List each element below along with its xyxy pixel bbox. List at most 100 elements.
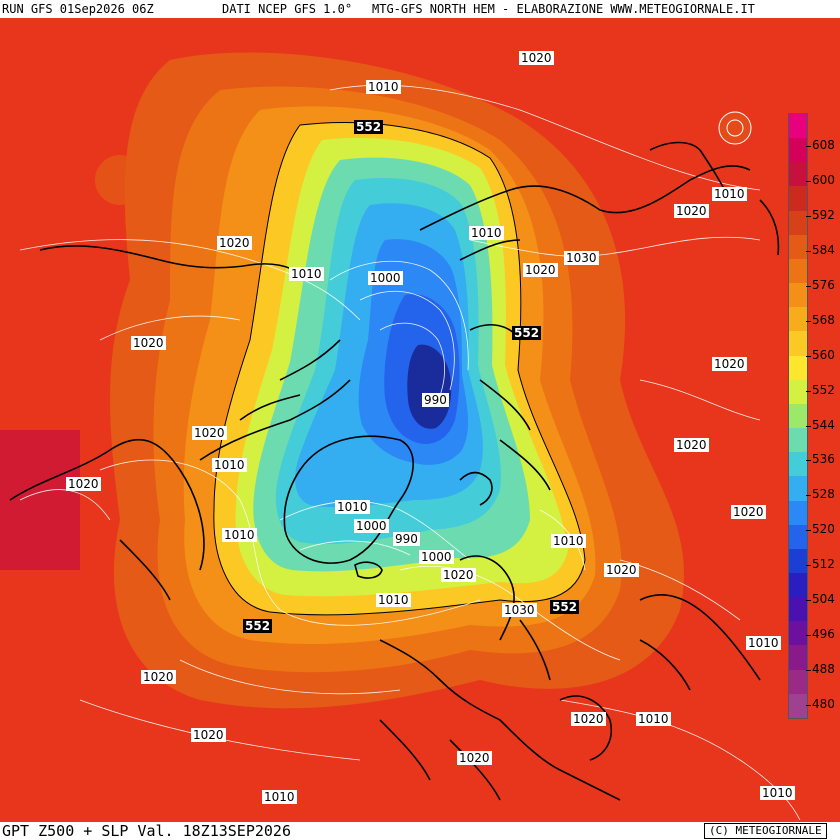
legend-tick-label: 520 <box>812 522 835 537</box>
slp-label: 1010 <box>551 534 586 548</box>
isobar <box>279 500 471 561</box>
isobar <box>639 379 761 421</box>
canadian-archipelago <box>199 339 351 461</box>
legend-swatch <box>789 548 807 573</box>
slp-label: 990 <box>422 393 449 407</box>
height-label-552: 552 <box>550 600 580 614</box>
footer-bar: GPT Z500 + SLP Val. 18Z13SEP2026 (C) MET… <box>0 822 840 840</box>
legend-swatch <box>789 428 807 453</box>
legend-tick-mark <box>806 285 811 287</box>
height-field <box>110 52 685 709</box>
legend-tick-label: 504 <box>812 592 835 607</box>
contour-552 <box>213 122 586 616</box>
band-496 <box>407 344 452 429</box>
run-label: RUN GFS 01Sep2026 06Z <box>2 2 154 16</box>
slp-label: 1000 <box>368 271 403 285</box>
warm-spot <box>95 155 145 205</box>
slp-label: 1010 <box>376 593 411 607</box>
slp-label: 1020 <box>604 563 639 577</box>
legend-swatch <box>789 331 807 356</box>
slp-label: 1030 <box>564 251 599 265</box>
legend-tick-mark <box>806 600 811 602</box>
slp-label: 1010 <box>746 636 781 650</box>
isobar <box>99 315 241 341</box>
height-label-552: 552 <box>354 120 384 134</box>
slp-label: 1020 <box>66 477 101 491</box>
alaska-coast <box>39 245 301 276</box>
slp-label: 1020 <box>519 51 554 65</box>
slp-label: 1010 <box>469 226 504 240</box>
slp-label: 1010 <box>289 267 324 281</box>
legend-swatch <box>789 258 807 284</box>
legend-swatch <box>789 355 807 380</box>
legend-swatch <box>789 597 807 622</box>
slp-label: 1000 <box>419 550 454 564</box>
slp-label: 1010 <box>262 790 297 804</box>
slp-label: 1000 <box>354 519 389 533</box>
slp-label: 1010 <box>335 500 370 514</box>
legend-swatch <box>789 645 807 670</box>
slp-label: 1010 <box>636 712 671 726</box>
source-label: DATI NCEP GFS 1.0° <box>222 2 353 16</box>
legend-swatch <box>789 693 807 718</box>
iceland-coast <box>354 561 383 579</box>
slp-label: 1020 <box>731 505 766 519</box>
legend-swatch <box>789 572 807 598</box>
height-label-552: 552 <box>512 326 542 340</box>
isobar <box>329 260 469 371</box>
header-bar: RUN GFS 01Sep2026 06Z DATI NCEP GFS 1.0°… <box>0 0 840 18</box>
slp-label: 1010 <box>222 528 257 542</box>
slp-label: 990 <box>393 532 420 546</box>
legend-swatch <box>789 500 807 525</box>
north-america-coast <box>9 438 205 601</box>
legend-swatch <box>789 234 807 259</box>
legend-tick-label: 496 <box>812 627 835 642</box>
legend-swatch <box>789 283 807 308</box>
height-label-552: 552 <box>243 619 273 633</box>
legend-swatch <box>789 621 807 646</box>
asia-interior-coast <box>639 594 761 681</box>
isobar <box>99 459 481 626</box>
slp-label: 1010 <box>366 80 401 94</box>
slp-label: 1020 <box>131 336 166 350</box>
isobar <box>399 565 621 661</box>
legend-tick-mark <box>806 635 811 637</box>
legend-tick-mark <box>806 460 811 462</box>
legend-tick-mark <box>806 390 811 392</box>
isobar <box>539 509 586 571</box>
isobar <box>379 322 445 406</box>
legend-swatch <box>789 379 807 404</box>
slp-label: 1020 <box>141 670 176 684</box>
legend-tick-mark <box>806 146 811 147</box>
slp-label: 1020 <box>441 568 476 582</box>
legend-tick-mark <box>806 530 811 532</box>
legend-swatch <box>789 403 807 429</box>
footer-label: GPT Z500 + SLP Val. 18Z13SEP2026 <box>2 822 291 840</box>
isobar <box>19 239 361 321</box>
legend-tick-label: 608 <box>812 138 835 152</box>
slp-label: 1020 <box>191 728 226 742</box>
legend-swatch <box>789 210 807 235</box>
slp-label: 1030 <box>502 603 537 617</box>
legend-tick-mark <box>806 705 811 706</box>
legend-tick-mark <box>806 495 811 497</box>
legend-tick-label: 488 <box>812 662 835 677</box>
slp-label: 1020 <box>674 438 709 452</box>
legend-tick-mark <box>806 250 811 252</box>
high-pressure-ring <box>726 119 744 137</box>
legend-swatch <box>789 162 807 187</box>
legend-swatch <box>789 114 807 139</box>
slp-label: 1020 <box>712 357 747 371</box>
slp-label: 1020 <box>674 204 709 218</box>
siberia-coast <box>419 165 751 261</box>
isobar <box>469 236 761 257</box>
legend-swatch <box>789 476 807 501</box>
slp-label: 1020 <box>457 751 492 765</box>
legend-tick-mark <box>806 565 811 567</box>
legend-tick-label: 552 <box>812 382 835 397</box>
scandinavia-coast <box>459 555 551 681</box>
slp-label: 1020 <box>192 426 227 440</box>
credit-label: (C) METEOGIORNALE <box>704 823 827 839</box>
high-pressure-center <box>718 111 752 145</box>
